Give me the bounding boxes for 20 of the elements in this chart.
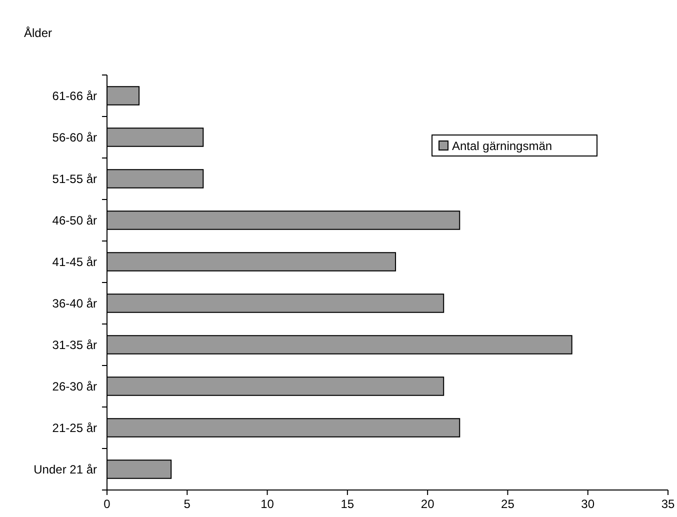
x-tick-label: 5 [184,497,191,511]
y-tick-label: 26-30 år [52,379,97,394]
x-tick-label: 15 [340,497,354,511]
x-tick-label: 10 [260,497,274,511]
y-tick-label: 41-45 år [52,254,97,269]
x-tick-label: 30 [581,497,595,511]
x-tick-label: 35 [661,497,675,511]
y-tick-label: 36-40 år [52,296,97,310]
y-tick-label: 46-50 år [52,213,97,228]
x-tick-label: 20 [420,497,435,511]
legend-label: Antal gärningsmän [452,139,552,153]
y-tick-label: 51-55 år [52,172,97,186]
y-tick-label: 61-66 år [52,88,97,103]
y-axis-title: Ålder [24,26,52,40]
y-tick-label: Under 21 år [34,462,97,476]
y-tick-label: 56-60 år [52,130,97,144]
x-tick-label: 0 [104,497,111,511]
x-tick-label: 25 [501,497,515,511]
y-tick-label: 21-25 år [52,420,97,435]
y-tick-label: 31-35 år [52,338,97,352]
